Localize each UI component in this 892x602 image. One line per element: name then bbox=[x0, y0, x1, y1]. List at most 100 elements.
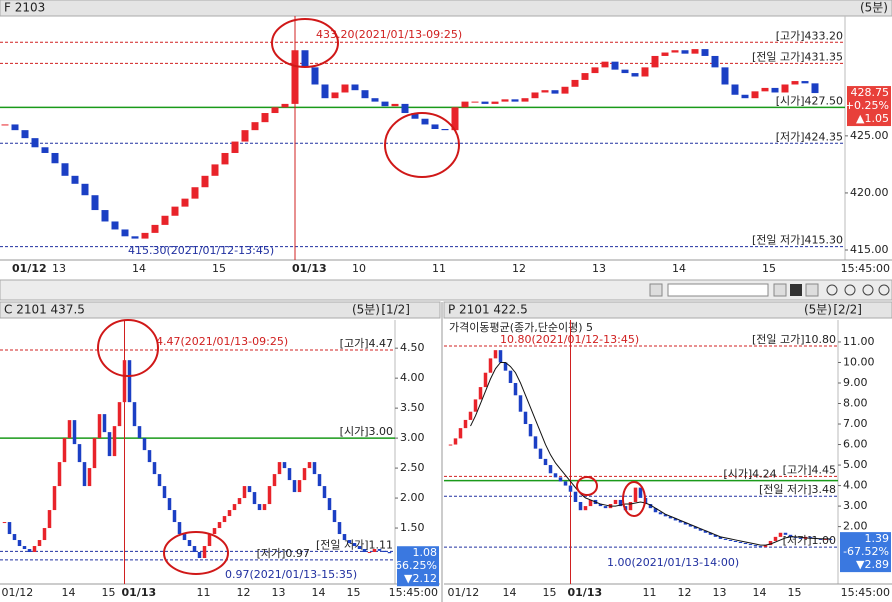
candle bbox=[1, 124, 9, 126]
level-label: [저가]424.35 bbox=[776, 130, 843, 143]
candle bbox=[47, 510, 52, 529]
x-tick-label: 13 bbox=[52, 262, 66, 275]
candle bbox=[22, 546, 27, 550]
x-tick-label: 14 bbox=[62, 586, 76, 599]
candle bbox=[17, 540, 22, 547]
candle bbox=[152, 462, 157, 475]
candle bbox=[583, 506, 588, 511]
candle bbox=[523, 411, 528, 425]
candle bbox=[573, 491, 578, 502]
candle bbox=[411, 113, 419, 119]
y-tick-label: 4.00 bbox=[400, 371, 425, 384]
candle bbox=[382, 550, 387, 553]
candle bbox=[613, 499, 618, 505]
candle bbox=[708, 532, 713, 535]
y-tick-label: 5.00 bbox=[843, 458, 868, 471]
candle bbox=[182, 534, 187, 541]
panel-title: C 2101 437.5 bbox=[4, 303, 85, 317]
candle bbox=[302, 468, 307, 481]
candle bbox=[7, 522, 12, 535]
candle bbox=[658, 512, 663, 515]
candle bbox=[341, 84, 349, 93]
candle bbox=[361, 90, 369, 99]
scroll-next[interactable] bbox=[805, 283, 819, 297]
candle bbox=[351, 84, 359, 91]
candle bbox=[257, 504, 262, 511]
candle bbox=[563, 481, 568, 486]
candle bbox=[67, 420, 72, 439]
level-label: [전일 저가]415.30 bbox=[752, 233, 843, 247]
y-tick-label: 3.00 bbox=[400, 431, 425, 444]
candle bbox=[51, 152, 59, 164]
candle bbox=[498, 350, 503, 363]
candle bbox=[698, 528, 703, 531]
candle bbox=[307, 462, 312, 469]
candle bbox=[733, 540, 738, 542]
candle bbox=[247, 486, 252, 493]
candle bbox=[332, 510, 337, 523]
candle bbox=[187, 540, 192, 547]
scroll-track[interactable] bbox=[667, 283, 769, 297]
candle bbox=[631, 73, 639, 77]
candle bbox=[192, 546, 197, 553]
x-tick-label: 11 bbox=[643, 586, 657, 599]
candle bbox=[793, 536, 798, 538]
candle bbox=[132, 402, 137, 427]
x-tick-label: 01/13 bbox=[122, 586, 157, 599]
candle bbox=[668, 516, 673, 519]
candle bbox=[683, 522, 688, 525]
candle bbox=[177, 522, 182, 535]
candle bbox=[127, 360, 132, 403]
candle bbox=[131, 236, 139, 239]
zoom-in[interactable] bbox=[826, 284, 838, 296]
candle bbox=[571, 79, 579, 87]
candle bbox=[101, 210, 109, 222]
zoom-out[interactable] bbox=[844, 284, 856, 296]
zoom-fit[interactable] bbox=[878, 284, 890, 296]
candle bbox=[638, 487, 643, 498]
circle bbox=[97, 319, 159, 377]
x-tick-label: 15 bbox=[788, 586, 802, 599]
candle bbox=[242, 486, 247, 499]
candle bbox=[783, 532, 788, 535]
page-indicator: [1/2] bbox=[381, 303, 410, 317]
scroll-left[interactable] bbox=[649, 283, 663, 297]
candle bbox=[781, 84, 789, 93]
candle bbox=[491, 101, 499, 104]
end-time: 15:45:00 bbox=[841, 262, 890, 275]
candle bbox=[611, 61, 619, 70]
candle bbox=[222, 516, 227, 523]
candle bbox=[538, 448, 543, 459]
candle bbox=[357, 546, 362, 550]
x-tick-label: 14 bbox=[753, 586, 767, 599]
candle bbox=[277, 462, 282, 475]
end-time: 15:45:00 bbox=[389, 586, 438, 599]
candle bbox=[451, 107, 459, 131]
low-annotation: 0.97(2021/01/13-15:35) bbox=[225, 568, 357, 581]
candle bbox=[543, 458, 548, 466]
candle bbox=[711, 55, 719, 68]
level-label: [시가]4.24 bbox=[723, 468, 776, 481]
candle bbox=[628, 501, 633, 511]
candle bbox=[633, 487, 638, 502]
circle bbox=[384, 112, 460, 178]
y-tick-label: 1.50 bbox=[400, 521, 425, 534]
candle bbox=[117, 402, 122, 427]
candle bbox=[823, 538, 828, 540]
candle bbox=[558, 477, 563, 482]
y-tick-label: 8.00 bbox=[843, 397, 868, 410]
candle bbox=[282, 462, 287, 469]
candle bbox=[31, 138, 39, 148]
candle bbox=[142, 438, 147, 451]
last-diff: ▼2.12 bbox=[404, 572, 437, 585]
candle bbox=[773, 536, 778, 541]
scroll-prev[interactable] bbox=[773, 283, 787, 297]
candle bbox=[441, 129, 449, 131]
candle bbox=[703, 530, 708, 533]
stop-button[interactable] bbox=[790, 284, 802, 296]
candle bbox=[212, 528, 217, 535]
candle bbox=[321, 84, 329, 99]
zoom-reset[interactable] bbox=[862, 284, 874, 296]
candle bbox=[72, 420, 77, 445]
candle bbox=[57, 462, 62, 487]
